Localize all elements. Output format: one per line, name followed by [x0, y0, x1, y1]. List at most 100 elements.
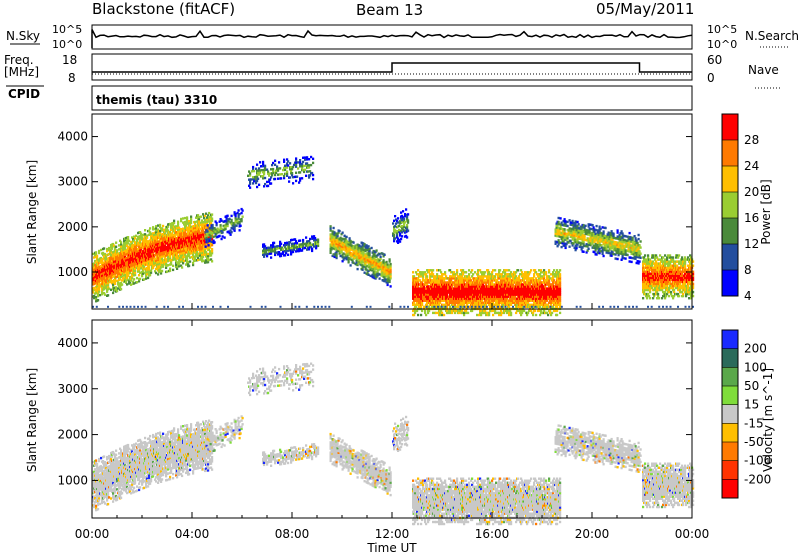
power-cell	[429, 273, 432, 276]
power-cell	[488, 271, 491, 274]
power-cell	[116, 279, 119, 282]
power-cell	[146, 273, 149, 276]
power-cell	[98, 282, 101, 285]
power-cell	[262, 177, 265, 180]
power-cell	[136, 240, 139, 243]
power-cell	[237, 217, 240, 220]
power-cell	[188, 264, 191, 268]
power-cell	[280, 242, 283, 245]
power-cell	[177, 261, 180, 264]
power-cell	[476, 301, 479, 304]
power-cell	[349, 256, 352, 259]
power-cell	[141, 236, 144, 239]
power-cell	[413, 277, 416, 280]
power-cell	[201, 225, 204, 228]
power-cell	[95, 261, 98, 264]
power-cell	[449, 301, 452, 304]
power-cell	[472, 273, 475, 276]
power-cell	[299, 161, 302, 164]
power-cell	[106, 262, 109, 265]
power-cell	[492, 301, 495, 304]
power-cell	[264, 176, 267, 180]
power-cell	[508, 269, 511, 272]
power-cell	[233, 211, 236, 214]
power-cell	[209, 246, 212, 249]
power-cell	[376, 270, 379, 273]
power-cell	[498, 283, 501, 286]
power-cell	[427, 311, 430, 315]
power-cell	[335, 252, 338, 256]
power-cell	[161, 229, 164, 232]
power-cell	[481, 301, 484, 304]
power-cell	[373, 256, 376, 259]
power-cell	[312, 157, 315, 160]
power-cell	[103, 287, 106, 291]
power-cell	[303, 170, 306, 174]
power-cell	[198, 220, 201, 223]
power-cell	[126, 240, 129, 243]
power-cell	[193, 255, 196, 258]
power-cell	[435, 299, 438, 302]
power-cell	[161, 227, 164, 230]
power-cell	[459, 273, 462, 276]
power-cell	[478, 313, 481, 317]
power-cell	[495, 273, 498, 276]
power-cell	[368, 253, 371, 257]
power-cell	[157, 273, 160, 276]
power-cell	[457, 275, 460, 278]
power-cell	[299, 239, 302, 242]
power-cell	[432, 273, 435, 276]
power-cell	[225, 217, 228, 220]
power-cell	[146, 266, 149, 270]
power-cell	[204, 241, 207, 244]
power-cell	[347, 259, 350, 262]
power-cell	[469, 277, 472, 280]
power-cell	[163, 234, 166, 238]
power-cell	[414, 311, 417, 315]
power-cell	[423, 297, 426, 300]
nsky-label: N.Sky	[6, 29, 40, 43]
power-cell	[349, 264, 352, 267]
power-cell	[497, 297, 500, 300]
power-cell	[279, 246, 282, 250]
power-cell	[190, 225, 193, 229]
power-cell	[362, 250, 365, 254]
power-cell	[124, 265, 127, 269]
power-cell	[439, 269, 442, 272]
power-cell	[402, 210, 405, 213]
power-cell	[389, 275, 392, 278]
power-cell	[146, 234, 149, 237]
power-cell	[175, 225, 178, 228]
power-cell	[288, 180, 291, 183]
power-cell	[293, 163, 296, 167]
power-cell	[311, 249, 314, 253]
power-cell	[152, 226, 155, 229]
power-cell	[204, 231, 207, 234]
power-cell	[363, 271, 366, 274]
power-data-cells	[92, 155, 695, 317]
power-cell	[219, 226, 222, 229]
power-cell	[220, 237, 223, 241]
power-cell	[477, 299, 480, 302]
power-cell	[107, 259, 110, 262]
power-cell	[93, 294, 96, 298]
power-cell	[104, 252, 107, 256]
power-cell	[263, 170, 266, 174]
power-cell	[240, 218, 243, 221]
power-cell	[469, 287, 472, 290]
power-cell	[109, 272, 112, 276]
power-cell	[305, 236, 308, 239]
power-cell	[333, 255, 336, 259]
power-cell	[187, 262, 190, 266]
power-cell	[171, 240, 174, 243]
power-cell	[114, 278, 117, 281]
power-cell	[131, 274, 134, 278]
power-cell	[187, 246, 190, 250]
power-cell	[459, 299, 462, 302]
power-cell	[121, 279, 124, 282]
power-cell	[274, 173, 277, 177]
power-cell	[265, 249, 268, 252]
power-cell	[233, 227, 236, 230]
power-cell	[389, 285, 392, 288]
power-cell	[274, 159, 277, 162]
